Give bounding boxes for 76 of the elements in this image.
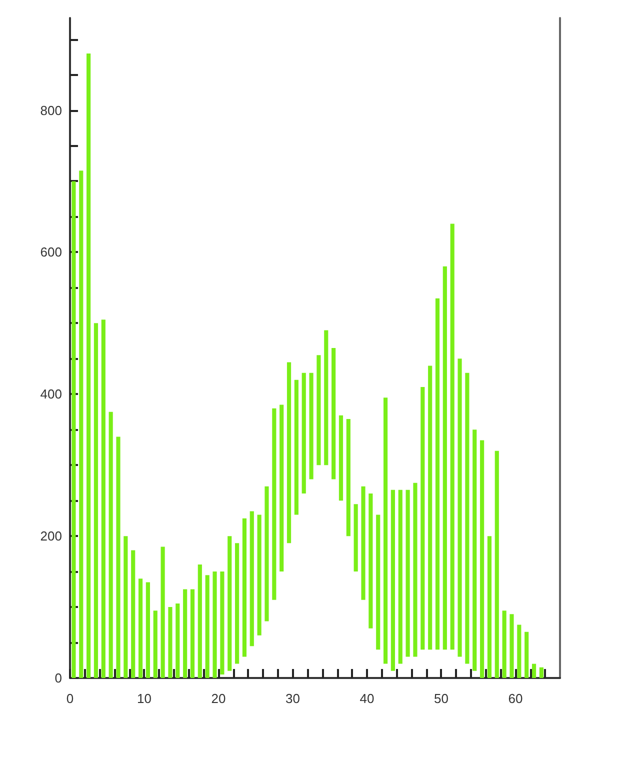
bar	[108, 412, 113, 678]
bar	[435, 298, 440, 650]
x-tick-label: 50	[434, 691, 448, 706]
y-tick-label: 600	[40, 244, 62, 260]
bar	[116, 436, 120, 678]
bar	[346, 418, 350, 536]
bar	[198, 564, 202, 678]
bar	[450, 224, 454, 650]
bar	[138, 578, 143, 678]
y-tick-label: 800	[40, 102, 62, 118]
bar	[480, 440, 484, 678]
bar	[458, 358, 462, 657]
bar	[324, 330, 328, 466]
bar	[146, 582, 150, 678]
bar	[517, 624, 522, 678]
bar	[220, 572, 224, 674]
y-tick-label: 400	[40, 386, 62, 402]
bar	[86, 53, 91, 678]
y-tick-label: 200	[40, 528, 62, 544]
y-tick-label: 0	[54, 670, 62, 686]
bar	[242, 518, 247, 657]
bar	[176, 603, 180, 678]
bar	[332, 348, 336, 480]
bar	[354, 504, 358, 572]
bar	[168, 607, 172, 678]
bar	[510, 614, 514, 678]
bar	[316, 355, 321, 466]
bar	[472, 430, 477, 671]
x-tick-label: 20	[211, 691, 226, 706]
bar	[153, 610, 158, 678]
bar	[368, 493, 373, 628]
bar	[294, 380, 298, 515]
bar	[250, 511, 254, 646]
bar	[361, 486, 366, 600]
bar	[280, 404, 284, 572]
bar	[420, 387, 425, 650]
bar	[406, 490, 410, 657]
bar	[101, 320, 106, 678]
bar	[502, 610, 506, 678]
bar	[383, 398, 388, 664]
bar	[494, 450, 499, 678]
bar	[124, 536, 128, 678]
bar	[398, 490, 402, 664]
bar	[428, 366, 432, 650]
bar	[160, 546, 165, 678]
bar	[532, 664, 536, 678]
x-tick-label: 10	[137, 691, 152, 706]
bar	[131, 550, 136, 678]
bar	[465, 372, 470, 664]
bar	[94, 323, 98, 678]
bar	[235, 543, 240, 664]
bar	[190, 589, 195, 678]
bar	[524, 632, 529, 678]
x-tick-label: 40	[360, 691, 374, 706]
bar	[390, 490, 395, 671]
bar	[228, 536, 232, 671]
bar	[264, 486, 269, 622]
x-tick-label: 30	[285, 691, 300, 706]
bar	[487, 536, 492, 678]
bar	[413, 482, 418, 657]
bar	[257, 514, 262, 636]
bar	[302, 372, 306, 494]
bar	[272, 408, 276, 600]
bar	[212, 572, 217, 678]
bar	[286, 362, 292, 544]
x-tick-label: 0	[66, 691, 74, 706]
bar	[79, 170, 84, 678]
bar	[376, 514, 380, 650]
bar	[539, 667, 544, 678]
bar	[205, 575, 210, 678]
bar	[72, 181, 76, 678]
bar	[338, 415, 344, 501]
x-tick-label: 60	[508, 691, 523, 706]
bar	[442, 266, 447, 650]
bar	[183, 589, 188, 678]
bar	[309, 372, 314, 480]
